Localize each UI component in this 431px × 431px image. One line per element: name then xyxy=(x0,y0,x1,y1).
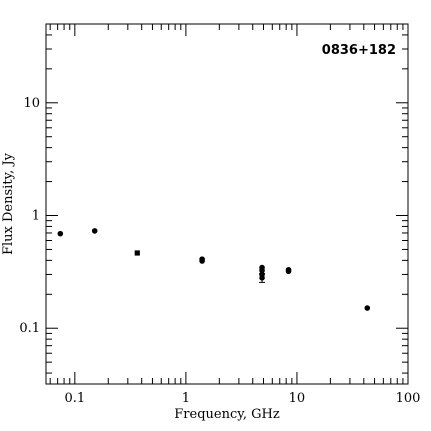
x-tick-label: 10 xyxy=(289,391,306,406)
data-point xyxy=(199,258,205,264)
y-tick-label: 10 xyxy=(23,96,40,111)
y-tick-label: 1 xyxy=(32,209,40,224)
x-tick-label: 1 xyxy=(182,391,190,406)
data-point xyxy=(91,228,98,234)
source-annotation: 0836+182 xyxy=(322,43,396,58)
data-point xyxy=(259,275,265,281)
axis-tick-labels: 0.1 1 10 100 0.1 1 10 xyxy=(19,96,420,406)
data-point xyxy=(364,305,371,311)
x-axis-title: Frequency, GHz xyxy=(174,407,280,422)
axis-ticks xyxy=(46,23,409,384)
x-tick-label: 0.1 xyxy=(64,391,85,406)
x-tick-label: 100 xyxy=(396,391,421,406)
data-points xyxy=(57,228,371,311)
y-tick-label: 0.1 xyxy=(19,321,40,336)
data-point-square xyxy=(134,250,140,256)
data-point xyxy=(285,268,292,275)
data-point xyxy=(57,230,64,237)
plot-frame xyxy=(45,23,409,385)
data-point xyxy=(259,267,265,274)
y-axis-title: Flux Density, Jy xyxy=(1,152,16,255)
